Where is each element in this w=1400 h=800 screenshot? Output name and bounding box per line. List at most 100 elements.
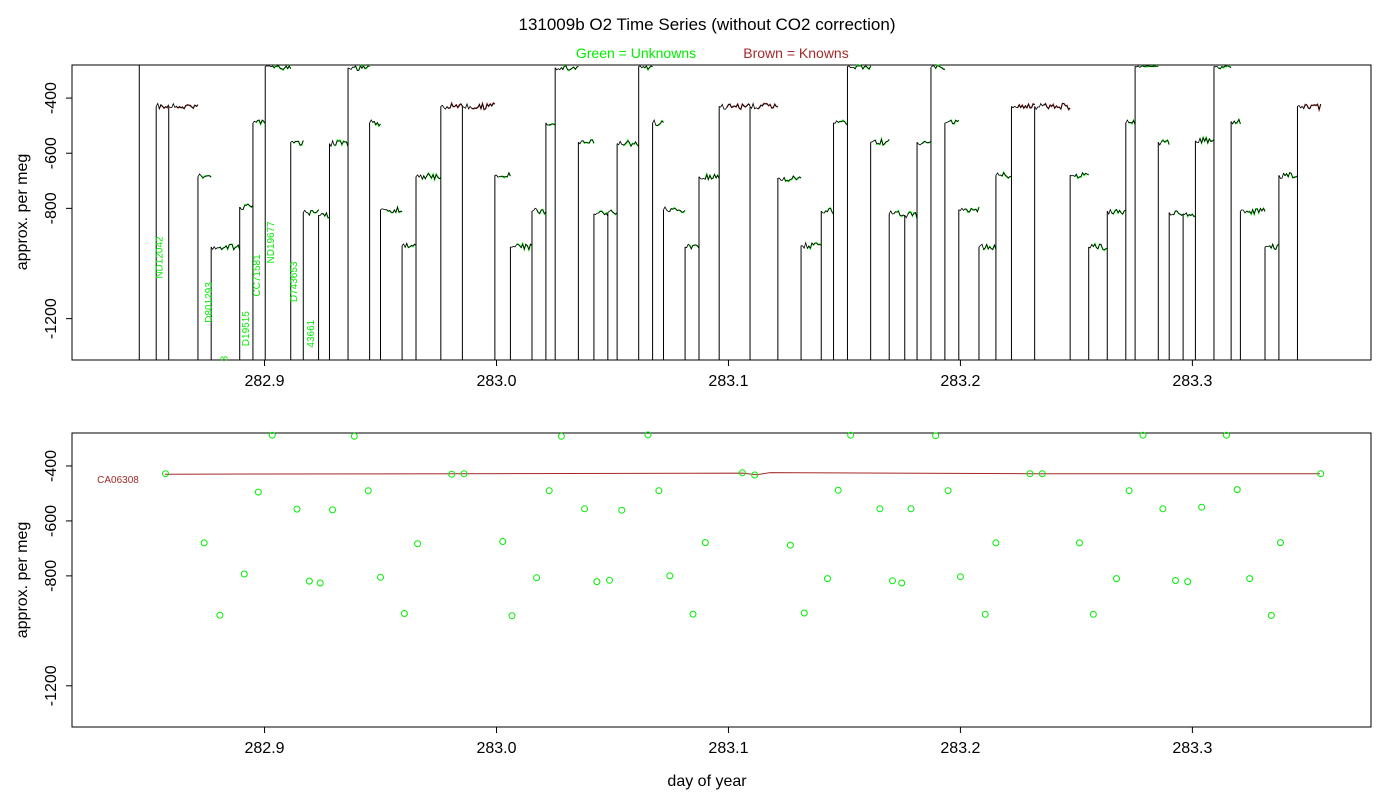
scatter-point [1317,470,1325,478]
trace-plateau [1240,207,1266,216]
scatter-point [460,470,468,478]
trace-plateau [833,120,848,126]
scatter-point [1233,486,1241,494]
scatter-point [581,505,589,513]
top-panel: approx. per meg ND12042 D801293 3 D19515 CC7… [14,64,1372,390]
sample-id-label: CC71581 [252,254,263,297]
reference-line-group [164,472,1320,476]
scatter-point [876,505,884,513]
scatter-point [898,579,906,587]
bottom-x-tick-label: 283.0 [476,740,516,757]
scatter-point [751,471,759,479]
trace-plateau [638,65,653,71]
reference-label: CA06308 [97,475,139,486]
sample-id-label: 43661 [306,319,317,347]
top-y-tick-label: -400 [43,82,60,114]
trace-plateau [820,207,834,215]
scatter-point [448,470,456,478]
trace-plateau [847,65,872,71]
trace-plateau [554,65,579,71]
trace-plateau [1106,208,1126,216]
sample-id-label: 3 [219,355,230,361]
scatter-point [1277,539,1284,547]
trace-plateau [290,140,304,146]
scatter-point [655,487,663,495]
scatter-point [800,609,808,617]
sample-id-label: ND12042 [154,236,165,279]
bottom-plot-frame [71,432,1372,728]
legend-knowns: Brown = Knowns [743,45,848,61]
scatter-point [944,487,952,495]
trace-plateau [698,173,720,181]
scatter-point [701,539,709,547]
scatter-point [1198,503,1206,511]
bottom-y-tick-label: -400 [43,450,60,482]
trace-plateau [210,243,241,251]
sample-id-label: ND19677 [266,221,277,264]
bottom-x-tick-label: 283.1 [708,740,748,757]
trace-plateau [494,171,511,178]
scatter-point [557,432,565,440]
bottom-panel: approx. per meg day of year CA06308 282.… [14,431,1372,790]
top-x-tick-label: 283.3 [1172,373,1212,390]
scatter-point [956,573,964,581]
scatter-point [1125,487,1133,495]
trace-plateau [749,102,778,110]
bottom-y-tick-label: -800 [43,560,60,592]
scatter-point [666,572,674,580]
scatter-point [508,612,516,620]
scatter-point [254,488,262,496]
scatter-point [329,506,336,514]
scatter-point [1139,431,1147,439]
top-y-tick-label: -800 [43,192,60,224]
trace-plateau [1011,102,1035,110]
trace-plateau [663,206,686,213]
trace-plateau [930,65,945,70]
trace-plateau [944,119,960,125]
trace-plateau [318,211,330,219]
scatter-point [200,539,208,547]
trace-plateau [978,243,997,251]
scatter-point [644,431,652,439]
scatter-point [1038,470,1046,478]
trace-plateau [1125,119,1136,125]
scatter-point [414,540,422,548]
scatter-point [268,431,276,439]
scatter-point [907,505,915,513]
trace-plateau [904,211,918,219]
top-x-axis: 282.9 283.0 283.1 283.2 283.3 [245,359,1213,390]
scatter-point [606,576,613,584]
bottom-y-axis-label: approx. per meg [14,522,31,639]
trace-plateau [1069,172,1089,179]
scatter-points-group [162,431,1325,620]
scatter-point [316,579,324,587]
trace-plateau [440,103,463,110]
trace-plateau [995,172,1012,179]
top-y-tick-label: -600 [43,137,60,169]
scatter-point [216,611,224,619]
trace-plateau [1034,102,1071,111]
trace-plateau [801,241,822,250]
trace-plateau [684,243,700,250]
top-trace-group [138,64,1322,360]
scatter-point [1223,431,1230,439]
top-x-tick-label: 282.9 [245,373,285,390]
scatter-point [847,431,855,439]
sample-id-label: D801293 [204,282,215,323]
scatter-point [992,539,1000,547]
scatter-point [738,469,746,477]
scatter-point [593,578,601,586]
trace-plateau [1182,212,1196,217]
trace-plateau [265,65,292,70]
scatter-point [240,570,248,578]
trace-plateau [607,209,618,215]
trace-plateau [168,102,199,110]
trace-plateau [593,210,609,217]
scatter-point [1113,575,1120,583]
top-plot-frame [71,64,1372,361]
trace-plateau [1297,103,1322,111]
trace-plateau [197,173,212,179]
scatter-point [834,486,842,494]
trace-plateau [958,207,980,213]
top-y-axis-label: approx. per meg [14,154,31,271]
